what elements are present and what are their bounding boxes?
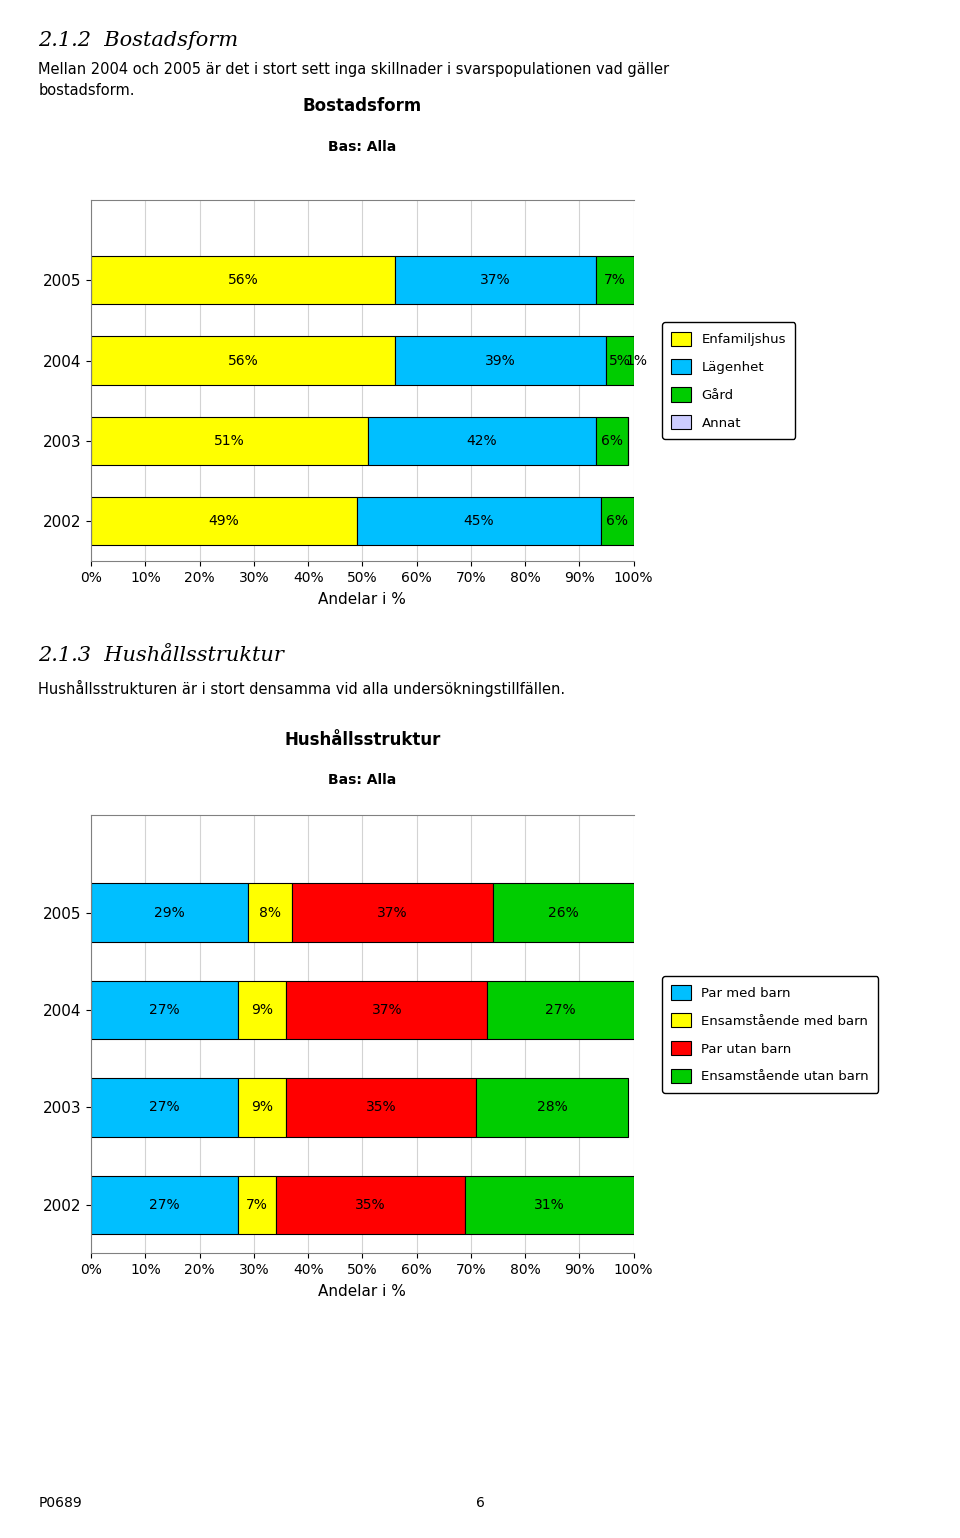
Bar [487,981,634,1040]
Text: 49%: 49% [208,514,239,528]
Bar [238,981,286,1040]
Text: 7%: 7% [604,274,626,288]
Bar [91,1175,238,1233]
Text: 2.1.3  Hushållsstruktur: 2.1.3 Hushållsstruktur [38,646,284,664]
Bar [276,1175,466,1233]
Text: 29%: 29% [155,906,185,920]
Text: Hushållsstrukturen är i stort densamma vid alla undersökningstillfällen.: Hushållsstrukturen är i stort densamma v… [38,680,565,697]
X-axis label: Andelar i %: Andelar i % [319,592,406,608]
Bar [492,883,634,941]
Bar [595,417,628,464]
Text: 37%: 37% [372,1003,402,1017]
Bar [368,417,595,464]
Text: 56%: 56% [228,274,258,288]
Bar [91,981,238,1040]
Bar [91,257,395,305]
Text: 45%: 45% [464,514,494,528]
Text: 27%: 27% [149,1100,180,1115]
Text: 6: 6 [475,1496,485,1510]
Text: 39%: 39% [486,354,516,368]
Bar [466,1175,634,1233]
Bar [91,417,368,464]
Text: 9%: 9% [252,1100,273,1115]
Legend: Par med barn, Ensamstående med barn, Par utan barn, Ensamstående utan barn: Par med barn, Ensamstående med barn, Par… [661,977,878,1092]
Text: Hushållsstruktur: Hushållsstruktur [284,731,441,749]
Bar [238,1078,286,1137]
Text: 27%: 27% [545,1003,576,1017]
Bar [91,883,249,941]
Bar [91,337,395,384]
Text: 6%: 6% [601,434,623,448]
X-axis label: Andelar i %: Andelar i % [319,1284,406,1300]
Bar [91,1078,238,1137]
Bar [292,883,492,941]
Text: 35%: 35% [366,1100,396,1115]
Text: 8%: 8% [259,906,281,920]
Bar [286,1078,476,1137]
Text: Bostadsform: Bostadsform [302,97,422,115]
Text: 26%: 26% [548,906,579,920]
Text: 27%: 27% [149,1198,180,1212]
Text: 51%: 51% [214,434,245,448]
Text: 1%: 1% [625,354,647,368]
Text: 9%: 9% [252,1003,273,1017]
Bar [395,257,595,305]
Text: 31%: 31% [534,1198,564,1212]
Bar [595,257,634,305]
Bar [357,497,601,546]
Text: 37%: 37% [480,274,511,288]
Bar [634,337,639,384]
Text: 5%: 5% [609,354,631,368]
Text: Mellan 2004 och 2005 är det i stort sett inga skillnader i svarspopulationen vad: Mellan 2004 och 2005 är det i stort sett… [38,62,669,97]
Bar [607,337,634,384]
Bar [476,1078,628,1137]
Text: Bas: Alla: Bas: Alla [328,774,396,787]
Text: 37%: 37% [377,906,408,920]
Bar [91,497,357,546]
Text: 2.1.2  Bostadsform: 2.1.2 Bostadsform [38,31,238,49]
Text: 27%: 27% [149,1003,180,1017]
Text: P0689: P0689 [38,1496,83,1510]
Text: 28%: 28% [537,1100,567,1115]
Bar [286,981,487,1040]
Text: 42%: 42% [467,434,497,448]
Text: Bas: Alla: Bas: Alla [328,140,396,154]
Bar [601,497,634,546]
Bar [395,337,607,384]
Text: 6%: 6% [607,514,629,528]
Text: 35%: 35% [355,1198,386,1212]
Bar [249,883,292,941]
Text: 7%: 7% [246,1198,268,1212]
Text: 56%: 56% [228,354,258,368]
Legend: Enfamiljshus, Lägenhet, Gård, Annat: Enfamiljshus, Lägenhet, Gård, Annat [661,323,795,438]
Bar [238,1175,276,1233]
